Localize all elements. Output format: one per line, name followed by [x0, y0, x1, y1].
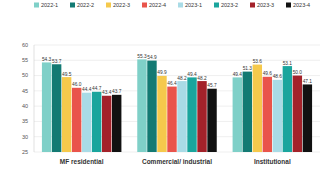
bar	[147, 61, 156, 152]
y-tick-label: 30	[22, 134, 28, 140]
bar	[233, 77, 242, 152]
x-tick-label: MF residential	[60, 158, 104, 165]
bar	[283, 66, 292, 152]
bars	[42, 59, 312, 152]
y-tick-label: 35	[22, 118, 28, 124]
bar	[82, 93, 91, 152]
legend-swatch	[178, 3, 183, 8]
bar	[293, 76, 302, 152]
bar	[273, 80, 282, 152]
data-label: 53.1	[283, 61, 293, 66]
bar	[52, 64, 61, 152]
legend-swatch	[106, 3, 111, 8]
data-label: 49.6	[263, 71, 273, 76]
data-label: 43.4	[102, 90, 112, 95]
bar	[187, 77, 196, 152]
data-label: 55.3	[137, 54, 147, 59]
data-label: 47.1	[303, 79, 313, 84]
y-tick-label: 60	[22, 42, 28, 48]
legend-label: 2022-1	[41, 2, 58, 8]
y-tick-label: 25	[22, 149, 28, 155]
legend-label: 2022-3	[113, 2, 130, 8]
bar	[157, 76, 166, 152]
bar	[303, 84, 312, 152]
legend-swatch	[250, 3, 255, 8]
legend-label: 2022-4	[149, 2, 166, 8]
bar	[112, 95, 121, 152]
bar	[263, 77, 272, 152]
data-label: 53.7	[52, 59, 62, 64]
y-tick-label: 45	[22, 88, 28, 94]
bar	[42, 62, 51, 152]
x-tick-label: Commercial/ industrial	[142, 158, 212, 165]
data-label: 43.7	[112, 89, 122, 94]
legend-label: 2023-1	[185, 2, 202, 8]
bar	[197, 81, 206, 152]
legend-label: 2023-3	[257, 2, 274, 8]
data-label: 46.0	[72, 82, 82, 87]
data-label: 51.3	[243, 66, 253, 71]
y-tick-label: 40	[22, 103, 28, 109]
x-tick-label: Institutional	[254, 158, 291, 165]
data-label: 46.4	[167, 81, 177, 86]
bar	[177, 81, 186, 152]
data-label: 54.9	[147, 55, 157, 60]
bar	[92, 92, 101, 152]
legend-label: 2023-2	[221, 2, 238, 8]
data-label: 44.7	[92, 86, 102, 91]
data-label: 54.3	[42, 57, 52, 62]
data-label: 53.6	[253, 59, 263, 64]
bar	[167, 87, 176, 152]
bar	[207, 89, 216, 152]
bar	[102, 96, 111, 152]
data-label: 45.7	[207, 83, 217, 88]
data-label: 49.9	[157, 70, 167, 75]
bar	[243, 72, 252, 152]
data-label: 49.5	[62, 72, 72, 77]
legend-swatch	[34, 3, 39, 8]
legend-label: 2022-2	[77, 2, 94, 8]
bar	[253, 65, 262, 152]
bar	[72, 88, 81, 152]
bar	[62, 77, 71, 152]
legend-label: 2023-4	[293, 2, 310, 8]
grid-line	[34, 60, 320, 61]
data-label: 44.4	[82, 87, 92, 92]
y-axis-line	[34, 45, 35, 152]
y-tick-label: 50	[22, 72, 28, 78]
y-tick-label: 55	[22, 57, 28, 63]
data-label: 49.4	[187, 72, 197, 77]
grid-line	[34, 45, 320, 46]
data-label: 48.2	[177, 76, 187, 81]
chart: 25 30 35 40 45 50 55 60 54.3 55.3 49.4 53.7 54.9 51.3…	[0, 0, 325, 183]
data-label: 48.6	[273, 74, 283, 79]
legend-swatch	[142, 3, 147, 8]
legend-swatch	[286, 3, 291, 8]
data-label: 49.4	[233, 72, 243, 77]
bar	[137, 59, 146, 152]
legend-swatch	[70, 3, 75, 8]
data-label: 50.0	[293, 70, 303, 75]
legend-swatch	[214, 3, 219, 8]
data-label: 48.2	[197, 76, 207, 81]
